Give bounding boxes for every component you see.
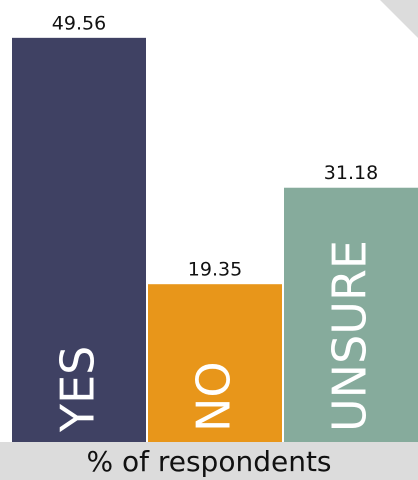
bar [12, 37, 146, 443]
bar [284, 187, 418, 442]
value-label: 19.35 [188, 259, 242, 281]
bar [148, 284, 282, 442]
x-axis-label: % of respondents [86, 445, 331, 478]
value-label: 31.18 [324, 162, 378, 184]
category-label: NO [187, 361, 241, 432]
category-label: YES [51, 346, 105, 433]
value-label: 49.56 [52, 12, 106, 34]
category-label: UNSURE [323, 240, 377, 432]
